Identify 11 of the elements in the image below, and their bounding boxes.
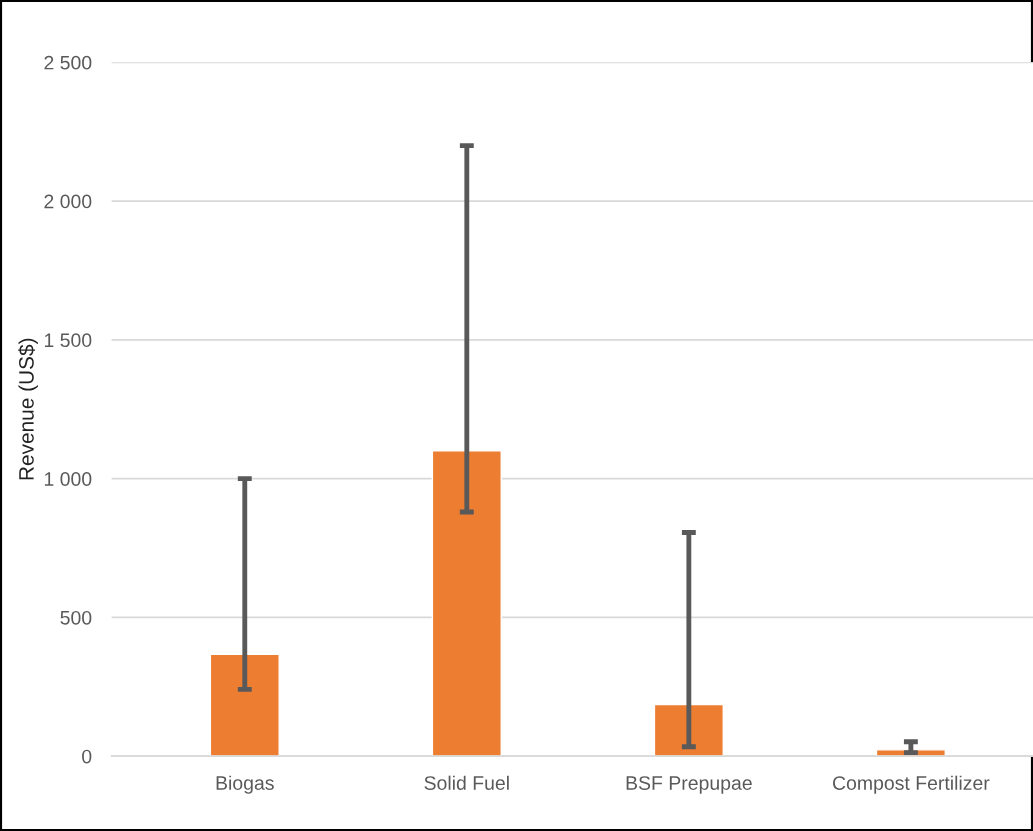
x-tick-label: Compost Fertilizer [833, 775, 990, 794]
y-tick-label: 1 000 [44, 472, 92, 486]
x-tick-label: Biogas [216, 775, 274, 794]
y-tick-label: 500 [60, 610, 92, 625]
y-tick-label: 2 000 [44, 194, 92, 209]
y-tick-label: 1 500 [44, 333, 92, 348]
y-tick-label: 2 500 [44, 55, 92, 70]
x-tick-label: Solid Fuel [424, 775, 509, 790]
x-tick-label: BSF Prepupae [626, 776, 752, 794]
y-axis-title: Revenue (US$) [18, 338, 38, 480]
y-tick-label: 0 [82, 749, 92, 764]
